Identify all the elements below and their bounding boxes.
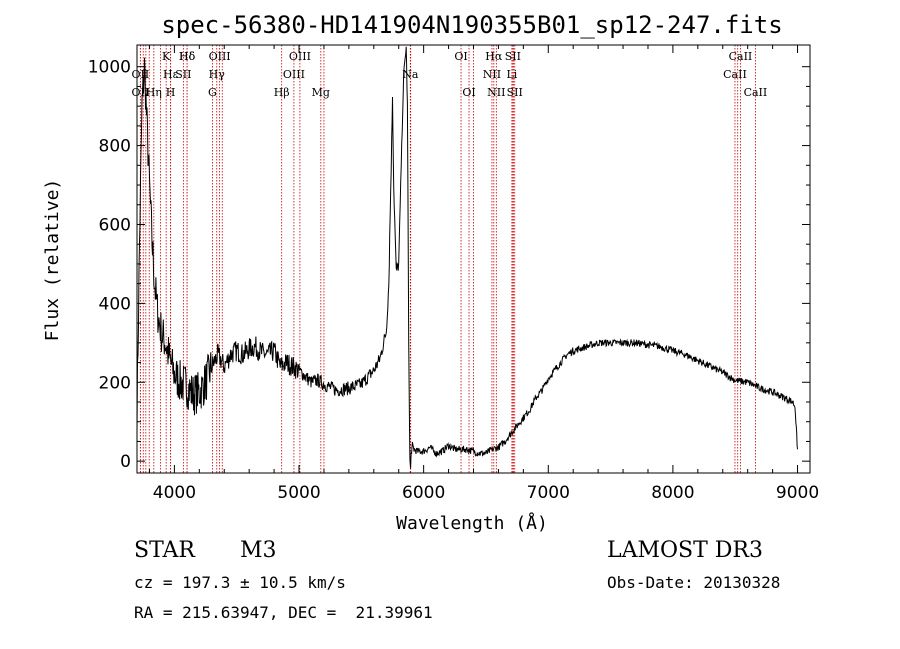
survey-name: LAMOST DR3 [607, 538, 763, 563]
line-label: Mg [312, 86, 330, 99]
line-label: Na [402, 68, 419, 81]
y-axis-label: Flux (relative) [42, 179, 63, 342]
line-label: G [208, 86, 217, 99]
line-label: H [166, 86, 176, 99]
redshift-velocity: cz = 197.3 ± 10.5 km/s [134, 573, 346, 592]
x-tick-label: 8000 [651, 483, 694, 503]
x-tick-label: 6000 [402, 483, 445, 503]
object-class: STAR [134, 538, 195, 563]
y-tick-label: 200 [99, 373, 131, 393]
line-label: OIII [283, 68, 305, 81]
line-label: SII [175, 68, 191, 81]
y-tick-label: 1000 [88, 58, 131, 78]
line-label: CaII [723, 68, 747, 81]
observation-date: Obs-Date: 20130328 [607, 573, 781, 592]
y-tick-label: 400 [99, 294, 131, 314]
emission-line-markers [139, 45, 756, 473]
line-label: OI [454, 50, 467, 63]
line-label: Hγ [209, 68, 226, 81]
y-axis: 0 200 400 600 800 1000 [88, 58, 810, 472]
line-label: OII [132, 68, 150, 81]
line-label: SII [505, 50, 521, 63]
line-label: Hβ [274, 86, 290, 99]
y-tick-label: 0 [120, 452, 131, 472]
x-tick-label: 7000 [527, 483, 570, 503]
line-label: CaII [729, 50, 753, 63]
line-label: NII [487, 86, 505, 99]
line-label: CaII [744, 86, 768, 99]
line-label: NII [483, 68, 501, 81]
spectrum-series-line [136, 46, 798, 469]
line-label: OI [462, 86, 475, 99]
line-label: Hη [146, 86, 162, 99]
y-tick-label: 800 [99, 137, 131, 157]
line-label: Hδ [179, 50, 196, 63]
line-label: Hδ [179, 50, 196, 63]
x-axis-label: Wavelength (Å) [396, 512, 548, 534]
line-label: K [162, 50, 171, 63]
line-label: Hα [485, 50, 503, 63]
x-tick-label: 9000 [776, 483, 819, 503]
x-axis: 4000 5000 6000 7000 8000 9000 [148, 45, 819, 503]
ra-dec-coordinates: RA = 215.63947, DEC = 21.39961 [134, 603, 433, 622]
x-tick-label: 5000 [277, 483, 320, 503]
line-label: OIII [289, 50, 311, 63]
y-tick-label: 600 [99, 215, 131, 235]
line-label: OIII [209, 50, 231, 63]
x-tick-label: 4000 [153, 483, 196, 503]
object-subclass: M3 [240, 538, 277, 563]
line-label: Hε [163, 68, 179, 81]
chart-title: spec-56380-HD141904N190355B01_sp12-247.f… [161, 11, 782, 39]
line-label: SII [507, 86, 523, 99]
line-label: Li [506, 68, 517, 81]
